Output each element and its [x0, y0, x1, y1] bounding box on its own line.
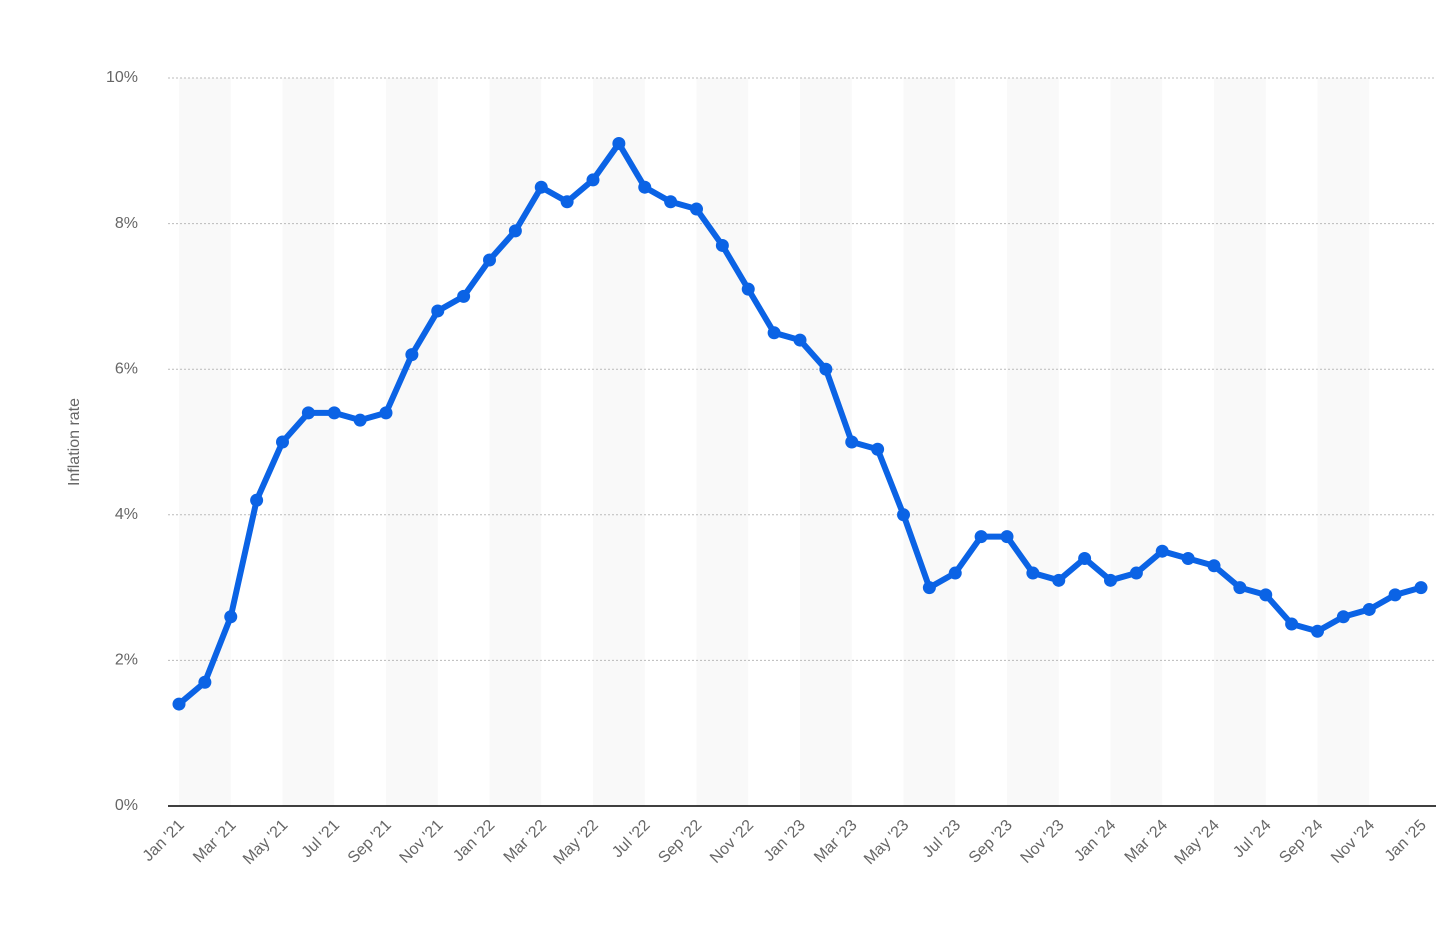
point	[1078, 551, 1092, 565]
point	[1233, 581, 1247, 595]
band	[1007, 78, 1059, 806]
point	[198, 675, 212, 689]
x-tick-label: Jan '22	[450, 817, 498, 865]
point	[560, 195, 574, 209]
x-tick-label: Sep '21	[345, 817, 395, 867]
band	[386, 78, 438, 806]
point	[224, 610, 238, 624]
point	[327, 406, 341, 420]
band	[696, 78, 749, 806]
x-tick-label: Jul '23	[920, 817, 964, 861]
point	[457, 289, 471, 303]
point	[741, 282, 755, 296]
point	[379, 406, 393, 420]
point	[715, 238, 729, 252]
x-tick-label: Mar '24	[1122, 817, 1171, 866]
x-tick-label: Jan '23	[761, 817, 809, 865]
point	[1000, 530, 1014, 544]
point	[586, 173, 600, 187]
y-tick-label: 2%	[115, 652, 138, 669]
point	[276, 435, 289, 449]
x-tick-label: Sep '24	[1276, 817, 1326, 867]
point	[301, 406, 315, 420]
point	[1129, 566, 1143, 580]
y-axis-label: Inflation rate	[66, 398, 83, 486]
point	[638, 180, 652, 194]
point	[172, 697, 186, 711]
point	[1362, 602, 1376, 616]
y-tick-label: 8%	[115, 215, 138, 232]
point	[431, 304, 445, 318]
y-tick-label: 10%	[106, 69, 138, 86]
x-tick-label: Mar '21	[190, 817, 239, 866]
point	[405, 348, 419, 362]
y-tick-label: 6%	[115, 360, 138, 377]
point	[871, 442, 885, 456]
band	[282, 78, 335, 806]
band	[1317, 78, 1370, 806]
x-tick-label: May '22	[551, 817, 602, 868]
point	[845, 435, 859, 449]
x-tick-label: Jan '24	[1071, 817, 1119, 865]
point	[897, 508, 910, 522]
point	[1052, 573, 1066, 587]
x-tick-label: Sep '23	[966, 817, 1016, 867]
point	[1414, 581, 1428, 595]
point	[819, 362, 833, 376]
point	[508, 224, 522, 238]
point	[922, 581, 936, 595]
x-tick-label: Nov '21	[397, 817, 447, 867]
x-tick-label: Jan '25	[1382, 817, 1430, 865]
point	[250, 493, 264, 507]
point	[793, 333, 807, 347]
x-tick-label: Jul '24	[1230, 817, 1274, 861]
point	[353, 413, 367, 427]
point	[1026, 566, 1040, 580]
band	[593, 78, 645, 806]
x-tick-label: Mar '23	[811, 817, 860, 866]
band	[800, 78, 852, 806]
point	[664, 195, 678, 209]
band	[1214, 78, 1266, 806]
band	[1110, 78, 1163, 806]
x-tick-label: Nov '22	[707, 817, 757, 867]
x-tick-label: May '24	[1172, 817, 1223, 868]
x-tick-label: Jul '21	[299, 817, 343, 861]
x-tick-label: Nov '24	[1328, 817, 1378, 867]
band	[489, 78, 542, 806]
y-tick-label: 4%	[115, 506, 138, 523]
point	[1155, 544, 1169, 558]
point	[1259, 588, 1273, 602]
x-tick-label: Nov '23	[1018, 817, 1068, 867]
point	[1181, 551, 1195, 565]
x-tick-label: May '23	[861, 817, 912, 868]
x-tick-label: Sep '22	[655, 817, 705, 867]
band	[903, 78, 956, 806]
point	[1336, 610, 1350, 624]
point	[612, 137, 626, 151]
point	[1311, 624, 1324, 638]
point	[767, 326, 781, 340]
point	[948, 566, 962, 580]
point	[534, 180, 548, 194]
point	[974, 530, 988, 544]
point	[1207, 559, 1221, 573]
x-tick-label: Jan '21	[140, 817, 188, 865]
point	[690, 202, 703, 216]
point	[1285, 617, 1299, 631]
point	[1388, 588, 1402, 602]
x-tick-label: Jul '22	[609, 817, 653, 861]
x-tick-label: Mar '22	[501, 817, 550, 866]
y-tick-label: 0%	[115, 797, 138, 814]
x-tick-label: May '21	[240, 817, 291, 868]
point	[483, 253, 496, 267]
point	[1104, 573, 1117, 587]
